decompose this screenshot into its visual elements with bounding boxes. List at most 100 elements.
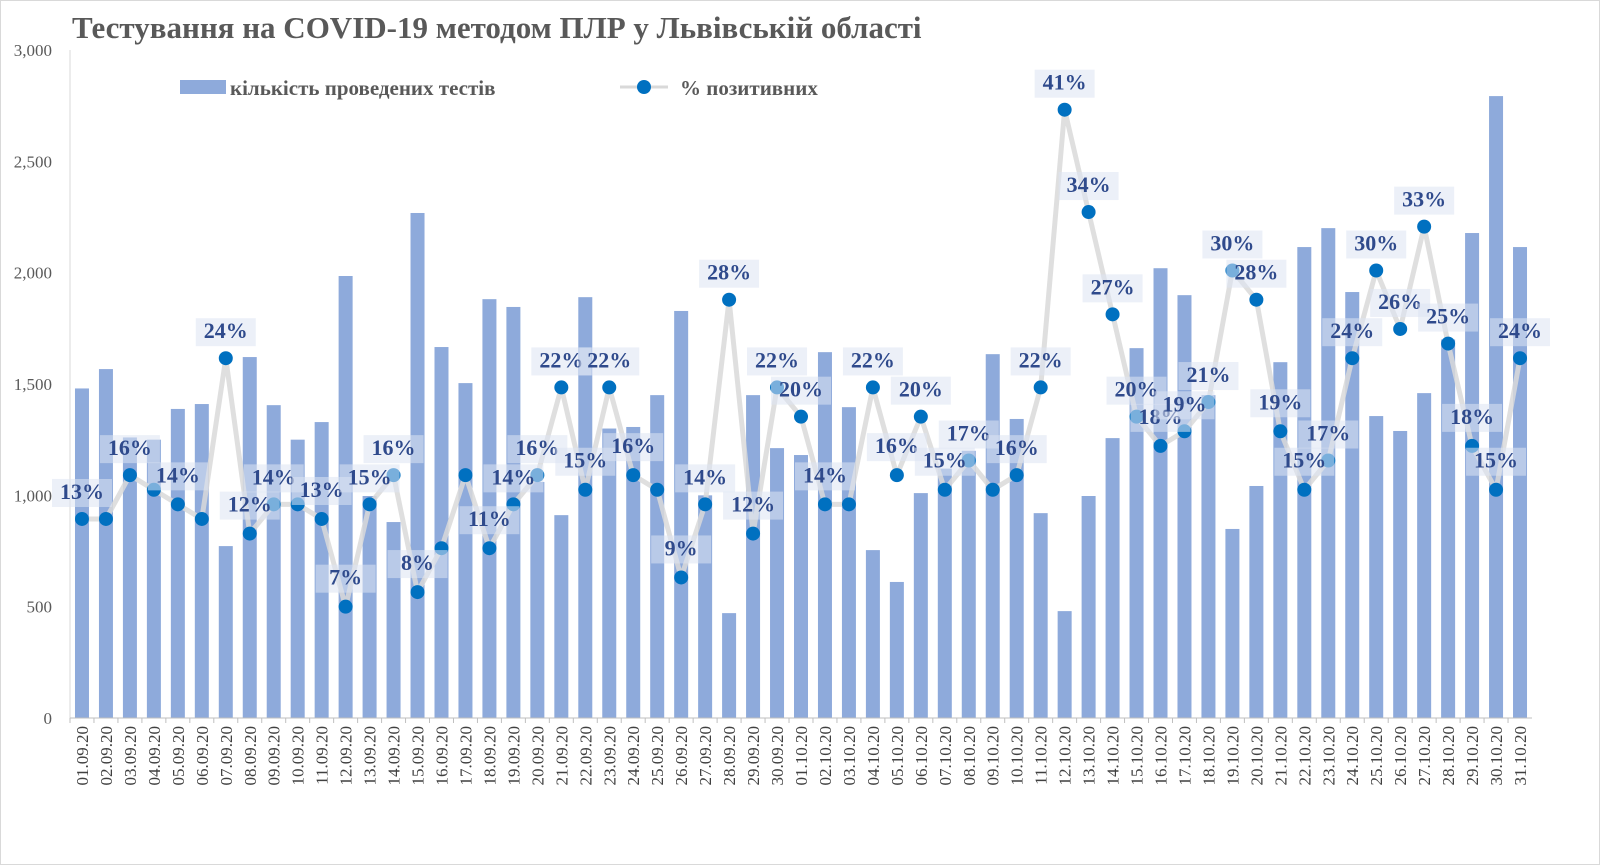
bar bbox=[698, 495, 713, 718]
percent-dot bbox=[242, 526, 257, 541]
percent-data-label: 12% bbox=[228, 492, 272, 517]
bar bbox=[1057, 611, 1072, 718]
y-tick-label: 1,000 bbox=[14, 486, 52, 505]
bar bbox=[1081, 496, 1096, 718]
data-label-bg bbox=[603, 433, 664, 462]
x-tick-label: 28.10.20 bbox=[1439, 726, 1458, 786]
percent-dot bbox=[122, 468, 137, 483]
data-label-bg bbox=[99, 435, 160, 464]
percent-dot bbox=[1273, 424, 1288, 439]
bar bbox=[122, 437, 137, 718]
percent-dot bbox=[650, 482, 665, 497]
percent-dot bbox=[913, 409, 928, 424]
percent-dot bbox=[1393, 321, 1408, 336]
x-tick-label: 21.10.20 bbox=[1271, 726, 1290, 786]
percent-dot bbox=[578, 482, 593, 497]
bar bbox=[1417, 393, 1432, 718]
percent-data-label: 14% bbox=[156, 462, 200, 487]
x-tick-label: 04.09.20 bbox=[145, 726, 164, 786]
percent-data-label: 30% bbox=[1210, 230, 1254, 255]
percent-data-label: 14% bbox=[252, 464, 296, 489]
percent-data-label: 30% bbox=[1354, 230, 1398, 255]
bar bbox=[985, 354, 1000, 718]
bar bbox=[98, 369, 113, 718]
percent-data-label: 19% bbox=[1258, 389, 1302, 414]
percent-data-label: 16% bbox=[995, 435, 1039, 460]
percent-data-label: 18% bbox=[1450, 404, 1494, 429]
percent-data-label: 20% bbox=[899, 377, 943, 402]
percent-dot bbox=[794, 409, 808, 424]
x-tick-label: 08.09.20 bbox=[241, 726, 260, 786]
percent-data-label: 22% bbox=[587, 347, 631, 372]
percent-data-label: 26% bbox=[1378, 289, 1422, 314]
y-tick-label: 2,500 bbox=[14, 152, 52, 171]
bar bbox=[266, 405, 281, 718]
x-tick-label: 07.09.20 bbox=[217, 726, 236, 786]
x-tick-label: 30.10.20 bbox=[1487, 726, 1506, 786]
percent-data-label: 22% bbox=[1019, 347, 1063, 372]
data-label-bg bbox=[1274, 447, 1335, 476]
percent-data-label: 25% bbox=[1426, 304, 1470, 329]
x-tick-label: 03.10.20 bbox=[840, 726, 859, 786]
percent-data-label: 27% bbox=[1091, 274, 1135, 299]
x-tick-label: 20.09.20 bbox=[528, 726, 547, 786]
bar bbox=[674, 310, 689, 718]
percent-data-label: 24% bbox=[1330, 318, 1374, 343]
bar bbox=[626, 426, 641, 718]
x-axis: 01.09.20 02.09.20 03.09.20 04.09.20 05.09.20… bbox=[69, 717, 1532, 786]
legend: кількість проведених тестів % позитивних bbox=[180, 76, 818, 100]
x-tick-label: 26.10.20 bbox=[1391, 726, 1410, 786]
x-tick-label: 02.09.20 bbox=[97, 726, 116, 786]
y-tick-label: 1,500 bbox=[14, 375, 52, 394]
x-tick-label: 31.10.20 bbox=[1511, 726, 1530, 786]
percent-dot bbox=[362, 497, 377, 512]
data-label-bg bbox=[651, 535, 712, 564]
bar bbox=[1345, 292, 1360, 718]
data-label-bg bbox=[675, 464, 736, 493]
bar bbox=[746, 395, 761, 718]
percent-dot bbox=[841, 497, 856, 512]
x-tick-label: 06.09.20 bbox=[193, 726, 212, 786]
percent-dot bbox=[937, 482, 952, 497]
x-tick-label: 13.10.20 bbox=[1080, 726, 1099, 786]
x-tick-label: 22.10.20 bbox=[1295, 726, 1314, 786]
percent-data-label: 15% bbox=[923, 448, 967, 473]
bar bbox=[794, 455, 808, 718]
x-tick-label: 09.09.20 bbox=[265, 726, 284, 786]
x-tick-label: 30.09.20 bbox=[768, 726, 787, 786]
percent-dot bbox=[98, 511, 113, 526]
y-axis: 0 500 1,000 1,500 2,000 2,500 3,000 bbox=[14, 41, 71, 728]
percent-dot bbox=[1057, 102, 1072, 117]
data-label-bg bbox=[1082, 274, 1143, 303]
percent-data-label: 16% bbox=[611, 433, 655, 458]
bar bbox=[578, 297, 593, 718]
bar bbox=[554, 515, 569, 718]
percent-data-label: 14% bbox=[683, 464, 727, 489]
percent-data-label: 16% bbox=[515, 435, 559, 460]
bar bbox=[961, 450, 976, 718]
percent-dot bbox=[817, 497, 832, 512]
x-tick-label: 10.09.20 bbox=[289, 726, 308, 786]
bar bbox=[194, 404, 209, 718]
x-tick-label: 27.10.20 bbox=[1415, 726, 1434, 786]
percent-data-label: 15% bbox=[348, 464, 392, 489]
percent-dot bbox=[1417, 219, 1432, 234]
data-label-bg bbox=[1034, 69, 1095, 98]
data-label-bg bbox=[1226, 259, 1287, 288]
data-label-bg bbox=[147, 462, 208, 491]
x-tick-label: 12.09.20 bbox=[337, 726, 356, 786]
x-tick-label: 17.09.20 bbox=[456, 726, 475, 786]
x-tick-label: 23.10.20 bbox=[1319, 726, 1338, 786]
percent-dot bbox=[626, 468, 641, 483]
data-label-bg bbox=[315, 564, 376, 593]
legend-line-label: % позитивних bbox=[680, 76, 818, 100]
x-tick-label: 14.10.20 bbox=[1104, 726, 1123, 786]
x-tick-label: 15.10.20 bbox=[1128, 726, 1147, 786]
percent-dot bbox=[1369, 263, 1384, 278]
percent-dot bbox=[74, 511, 89, 526]
bar bbox=[602, 428, 617, 718]
data-label-bg bbox=[1466, 447, 1527, 476]
legend-bar-label: кількість проведених тестів bbox=[230, 76, 495, 100]
data-label-bg bbox=[387, 550, 448, 579]
